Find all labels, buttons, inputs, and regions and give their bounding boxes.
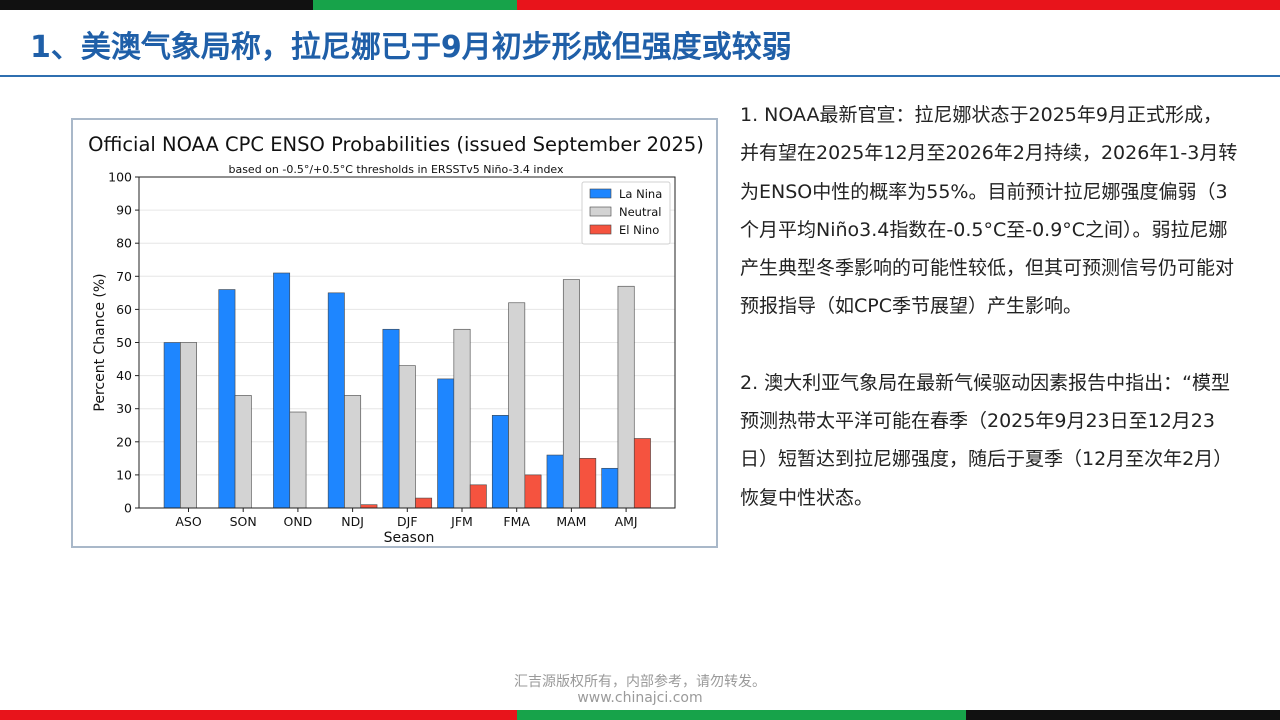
y-tick-label: 20	[116, 434, 132, 449]
legend-label-el-nino: El Nino	[619, 223, 659, 237]
bar-la-nina-djf	[382, 328, 400, 509]
paragraph-noaa: 1. NOAA最新官宣：拉尼娜状态于2025年9月正式形成，并有望在2025年1…	[740, 104, 1238, 318]
legend-swatch-el-nino	[589, 224, 612, 235]
bar-neutral-djf	[398, 365, 416, 509]
chart-subtitle: based on -0.5°/+0.5°C thresholds in ERSS…	[228, 163, 564, 176]
bar-neutral-jfm	[453, 328, 471, 509]
legend-swatch-la-nina	[589, 188, 612, 199]
copyright-note: 汇吉源版权所有，内部参考，请勿转发。	[514, 674, 766, 690]
bar-la-nina-amj	[601, 467, 619, 509]
stripe-green-segment	[517, 710, 966, 720]
x-tick-label-amj: AMJ	[615, 514, 638, 529]
y-tick-label: 40	[116, 368, 132, 383]
stripe-black-segment	[0, 0, 313, 10]
y-tick-label: 10	[116, 467, 132, 482]
website-url: www.chinajci.com	[577, 690, 703, 706]
bar-neutral-aso	[180, 342, 197, 509]
bar-neutral-amj	[617, 285, 635, 509]
legend-swatch-neutral	[589, 206, 612, 217]
top-color-stripe	[0, 0, 1280, 10]
y-tick-label: 30	[116, 401, 132, 416]
x-tick-label-djf: DJF	[397, 514, 418, 529]
chart-bars	[163, 272, 651, 509]
bar-la-nina-mam	[546, 454, 564, 509]
bar-la-nina-aso	[163, 342, 181, 509]
legend-label-la-nina: La Nina	[619, 187, 662, 201]
chart-legend: La Nina Neutral El Nino	[581, 181, 671, 245]
y-tick-label: 50	[116, 335, 132, 350]
bar-neutral-son	[234, 395, 252, 509]
bar-el-nino-amj	[633, 438, 651, 509]
bar-la-nina-son	[218, 289, 236, 509]
x-tick-label-ond: OND	[283, 514, 312, 529]
x-tick-label-ndj: NDJ	[341, 514, 364, 529]
bar-el-nino-djf	[415, 497, 433, 509]
stripe-red-segment	[0, 710, 517, 720]
x-axis-ticks: ASO SON OND NDJ DJF JFM FMA MAM AMJ	[175, 508, 638, 529]
y-axis-ticks: 0 10 20 30 40 50 60 70 80 90 100	[108, 170, 139, 516]
y-tick-label: 60	[116, 302, 132, 317]
chart-title: Official NOAA CPC ENSO Probabilities (is…	[88, 133, 704, 156]
analysis-text: 1. NOAA最新官宣：拉尼娜状态于2025年9月正式形成，并有望在2025年1…	[740, 96, 1240, 517]
bar-neutral-ond	[289, 411, 307, 509]
x-tick-label-mam: MAM	[556, 514, 586, 529]
bar-el-nino-mam	[579, 458, 597, 509]
bar-la-nina-ndj	[327, 292, 345, 509]
x-tick-label-jfm: JFM	[450, 514, 473, 529]
y-tick-label: 70	[116, 269, 132, 284]
bar-neutral-fma	[508, 302, 526, 509]
y-tick-label: 0	[124, 501, 132, 516]
x-tick-label-aso: ASO	[175, 514, 201, 529]
bar-la-nina-ond	[273, 272, 291, 509]
bar-neutral-ndj	[344, 395, 362, 509]
bar-neutral-mam	[562, 279, 580, 509]
y-axis-label: Percent Chance (%)	[92, 273, 108, 411]
bottom-color-stripe	[0, 710, 1280, 720]
paragraph-bom: 2. 澳大利亚气象局在最新气候驱动因素报告中指出：“模型预测热带太平洋可能在春季…	[740, 371, 1233, 509]
stripe-black-segment	[966, 710, 1280, 720]
y-tick-label: 90	[116, 203, 132, 218]
y-tick-label: 100	[108, 170, 132, 185]
stripe-green-segment	[313, 0, 517, 10]
stripe-red-segment	[517, 0, 1280, 10]
bar-el-nino-jfm	[469, 484, 487, 509]
y-tick-label: 80	[116, 236, 132, 251]
bar-el-nino-fma	[524, 474, 542, 509]
legend-label-neutral: Neutral	[619, 205, 661, 219]
x-tick-label-fma: FMA	[503, 514, 530, 529]
paragraph-spacer	[740, 326, 1240, 364]
enso-probability-chart: Official NOAA CPC ENSO Probabilities (is…	[88, 133, 704, 546]
bar-la-nina-jfm	[437, 378, 455, 509]
x-tick-label-son: SON	[230, 514, 257, 529]
page-title: 1、美澳气象局称，拉尼娜已于9月初步形成但强度或较弱	[30, 30, 792, 65]
bar-la-nina-fma	[491, 415, 509, 509]
enso-chart-frame: Official NOAA CPC ENSO Probabilities (is…	[71, 118, 718, 548]
title-divider	[0, 75, 1280, 77]
x-axis-label: Season	[384, 530, 435, 546]
